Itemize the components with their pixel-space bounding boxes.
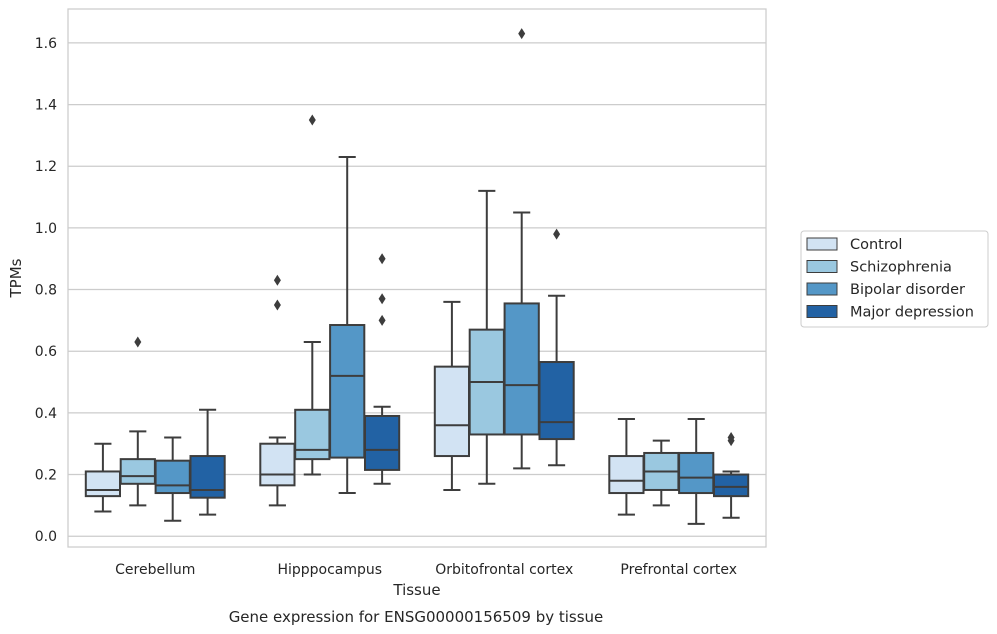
box-iqr bbox=[329, 324, 366, 459]
y-tick-label: 0.6 bbox=[35, 344, 57, 360]
box-cerebellum-major-depression bbox=[189, 408, 226, 516]
legend-swatch bbox=[806, 237, 838, 251]
legend-item-bipolar-disorder: Bipolar disorder bbox=[806, 282, 965, 298]
x-axis-label: Tissue bbox=[392, 581, 440, 599]
box-iqr bbox=[84, 470, 122, 498]
box-prefrontal-cortex-major-depression bbox=[712, 432, 750, 519]
box-iqr bbox=[678, 451, 715, 495]
legend-item-schizophrenia: Schizophrenia bbox=[806, 260, 952, 276]
box-orbitofrontal-cortex-schizophrenia bbox=[468, 189, 505, 485]
x-tick-label: Prefrontal cortex bbox=[620, 562, 737, 578]
y-tick-label: 0.0 bbox=[35, 529, 57, 545]
legend: Control Schizophrenia Bipolar disorder Majo… bbox=[800, 230, 989, 328]
box-iqr bbox=[433, 365, 471, 458]
box-orbitofrontal-cortex-major-depression bbox=[538, 228, 575, 467]
legend-label: Bipolar disorder bbox=[850, 282, 965, 298]
box-prefrontal-cortex-control bbox=[608, 418, 645, 516]
box-iqr bbox=[363, 414, 401, 471]
box-iqr bbox=[189, 455, 226, 499]
box-iqr bbox=[154, 459, 191, 495]
y-tick-label: 0.8 bbox=[35, 283, 57, 299]
chart-caption: Gene expression for ENSG00000156509 by t… bbox=[229, 608, 604, 626]
box-hipppocampus-control bbox=[259, 274, 296, 507]
plot-frame bbox=[67, 8, 767, 548]
y-tick-label: 0.2 bbox=[35, 468, 57, 484]
legend-swatch bbox=[806, 282, 838, 296]
outlier-point bbox=[378, 314, 386, 326]
box-iqr bbox=[608, 455, 645, 495]
box-iqr bbox=[712, 473, 750, 498]
y-tick-label: 0.4 bbox=[35, 406, 57, 422]
y-tick-labels: 0.0 0.2 0.4 0.6 0.8 1.0 1.2 1.4 1.6 bbox=[35, 36, 57, 545]
outlier-point bbox=[553, 228, 561, 240]
outlier-point bbox=[273, 274, 281, 286]
outlier-point bbox=[518, 28, 526, 40]
outlier-point bbox=[378, 253, 386, 265]
outlier-point bbox=[134, 336, 142, 348]
box-hipppocampus-major-depression bbox=[363, 253, 401, 485]
outlier-point bbox=[378, 293, 386, 305]
box-cerebellum-schizophrenia bbox=[119, 336, 156, 507]
outlier-point bbox=[727, 432, 735, 444]
y-tick-label: 1.0 bbox=[35, 221, 57, 237]
box-iqr bbox=[119, 458, 156, 485]
box-cerebellum-bipolar-disorder bbox=[154, 436, 191, 522]
box-iqr bbox=[538, 361, 575, 441]
marks-layer bbox=[84, 28, 750, 525]
legend-label: Major depression bbox=[850, 305, 974, 321]
legend-item-control: Control bbox=[806, 237, 902, 253]
box-orbitofrontal-cortex-control bbox=[433, 300, 471, 491]
box-hipppocampus-schizophrenia bbox=[294, 114, 331, 476]
x-tick-label: Orbitofrontal cortex bbox=[435, 562, 573, 578]
box-iqr bbox=[259, 442, 296, 487]
y-tick-label: 1.4 bbox=[35, 98, 57, 114]
legend-label: Control bbox=[850, 237, 902, 253]
outlier-point bbox=[273, 299, 281, 311]
legend-swatch bbox=[806, 305, 838, 318]
y-tick-label: 1.6 bbox=[35, 36, 57, 52]
legend-item-major-depression: Major depression bbox=[806, 305, 974, 321]
box-prefrontal-cortex-schizophrenia bbox=[643, 439, 680, 507]
x-tick-label: Hipppocampus bbox=[277, 562, 382, 578]
box-prefrontal-cortex-bipolar-disorder bbox=[678, 418, 715, 525]
y-tick-label: 1.2 bbox=[35, 159, 57, 175]
box-iqr bbox=[503, 302, 540, 436]
legend-label: Schizophrenia bbox=[850, 260, 952, 276]
x-tick-labels: Cerebellum Hipppocampus Orbitofrontal cort… bbox=[115, 562, 737, 578]
x-tick-label: Cerebellum bbox=[115, 562, 195, 578]
box-hipppocampus-bipolar-disorder bbox=[329, 155, 366, 495]
box-cerebellum-control bbox=[84, 442, 122, 513]
box-iqr bbox=[294, 408, 331, 461]
legend-swatch bbox=[806, 260, 838, 273]
outlier-point bbox=[308, 114, 316, 126]
y-axis-label: TPMs bbox=[7, 258, 25, 298]
box-orbitofrontal-cortex-bipolar-disorder bbox=[503, 28, 540, 470]
legend-frame bbox=[800, 230, 989, 328]
